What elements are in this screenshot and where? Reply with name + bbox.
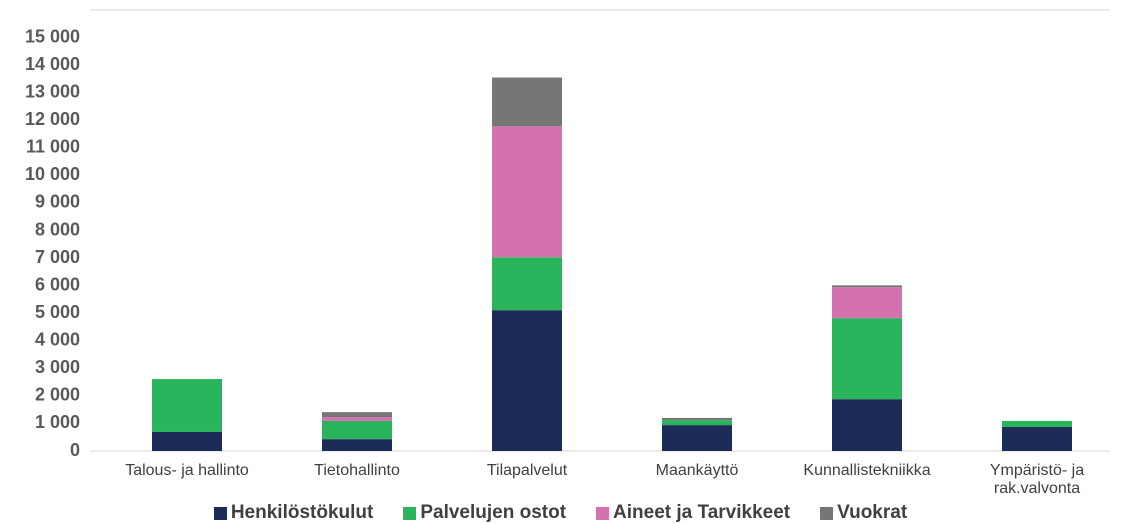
x-tick-label: Kunnallistekniikka xyxy=(803,462,931,479)
y-tick-label: 1 000 xyxy=(35,412,80,432)
bar-segment xyxy=(152,431,222,451)
bar-segment xyxy=(492,126,562,258)
legend-swatch xyxy=(596,506,610,520)
y-tick-label: 9 000 xyxy=(35,192,80,212)
legend-label: Palvelujen ostot xyxy=(420,502,567,523)
bar-segment xyxy=(662,420,732,426)
y-tick-label: 3 000 xyxy=(35,357,80,377)
y-tick-label: 0 xyxy=(70,440,80,460)
y-tick-label: 11 000 xyxy=(26,137,80,157)
bar-segment xyxy=(662,417,732,421)
legend-swatch xyxy=(403,506,417,520)
legend: Henkilöstökulut Palvelujen ostot Aineet ja… xyxy=(0,502,1121,524)
y-tick-label: 12 000 xyxy=(25,109,80,129)
bar-segment xyxy=(322,412,392,418)
y-tick-label: 6 000 xyxy=(35,274,80,294)
x-tick-label: Talous- ja hallinto xyxy=(125,462,249,479)
legend-label: Vuokrat xyxy=(837,502,908,523)
y-tick-label: 4 000 xyxy=(35,330,80,350)
bar-segment xyxy=(832,399,902,451)
legend-label: Aineet ja Tarvikkeet xyxy=(613,502,791,523)
y-tick-label: 15 000 xyxy=(25,26,80,46)
y-tick-label: 7 000 xyxy=(35,247,80,267)
bar-segment xyxy=(832,318,902,400)
bar-segment xyxy=(832,285,902,288)
bar-segment xyxy=(1002,420,1072,428)
legend-item: Henkilöstökulut xyxy=(213,502,374,524)
x-tick-label: Tietohallinto xyxy=(314,462,400,479)
y-tick-label: 14 000 xyxy=(25,54,80,74)
legend-item: Vuokrat xyxy=(820,502,907,524)
legend-label: Henkilöstökulut xyxy=(230,502,374,523)
y-tick-label: 5 000 xyxy=(35,302,80,322)
y-tick-label: 10 000 xyxy=(25,164,80,184)
bar-segment xyxy=(832,287,902,319)
bar-segment xyxy=(662,425,732,451)
bar-segment xyxy=(492,310,562,451)
legend-swatch xyxy=(820,506,834,520)
legend-swatch xyxy=(213,506,227,520)
y-tick-label: 2 000 xyxy=(35,385,80,405)
bar-segment xyxy=(1002,427,1072,451)
x-tick-label: Tilapalvelut xyxy=(486,462,568,479)
y-tick-label: 13 000 xyxy=(25,81,80,101)
bar-segment xyxy=(322,420,392,440)
legend-item: Aineet ja Tarvikkeet xyxy=(596,502,790,524)
y-tick-label: 8 000 xyxy=(35,219,80,239)
x-tick-label: Maankäyttö xyxy=(655,462,739,479)
bar-segment xyxy=(322,417,392,421)
legend-item: Palvelujen ostot xyxy=(403,502,566,524)
bar-segment xyxy=(492,257,562,311)
bar-segment xyxy=(492,77,562,127)
bar-segment xyxy=(322,439,392,451)
bar-segment xyxy=(152,379,222,432)
x-tick-label: Ympäristö- ja rak.valvonta xyxy=(989,462,1085,497)
